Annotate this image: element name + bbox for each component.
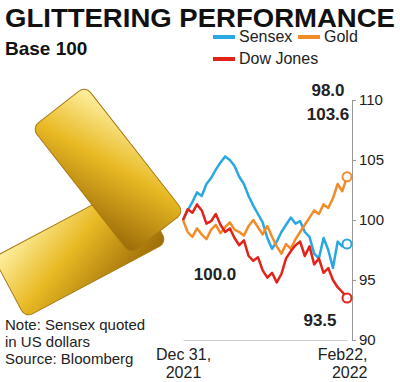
- legend-swatch: [213, 35, 235, 39]
- note: in US dollars: [5, 333, 90, 350]
- annotation: 103.6: [307, 105, 350, 124]
- legend-swatch: [298, 35, 320, 39]
- legend-label: Dow Jones: [239, 50, 318, 67]
- note: Note: Sensex quoted: [5, 316, 145, 333]
- gold-bar-illustration: [0, 86, 184, 318]
- y-tick: 110: [352, 91, 383, 108]
- y-tick-mark: [352, 220, 356, 221]
- annotation: 93.5: [303, 311, 336, 330]
- x-axis-line: [184, 340, 348, 341]
- x-tick: Feb22,2022: [318, 340, 368, 381]
- subtitle: Base 100: [5, 38, 87, 59]
- y-tick-label: 110: [359, 91, 383, 108]
- y-tick-mark: [352, 100, 356, 101]
- line-0: [183, 156, 347, 268]
- line-1: [183, 177, 347, 254]
- y-tick: 100: [352, 211, 384, 228]
- y-tick-mark: [352, 160, 356, 161]
- y-tick: 95: [352, 271, 376, 288]
- y-tick-label: 105: [359, 151, 384, 168]
- x-tick: Dec 31,2021: [156, 340, 211, 381]
- y-tick: 105: [352, 151, 384, 168]
- y-axis-line: [353, 101, 357, 341]
- y-tick-mark: [352, 340, 356, 341]
- legend-label: Sensex: [239, 28, 292, 45]
- legend-swatch: [213, 57, 235, 61]
- gold-bar: [32, 86, 184, 254]
- legend-label: Gold: [324, 28, 358, 45]
- annotation: 98.0: [311, 81, 344, 100]
- x-axis: Dec 31,2021 Feb22,2022: [156, 340, 368, 381]
- annotation: 100.0: [194, 265, 237, 284]
- source: Source: Bloomberg: [5, 350, 133, 367]
- y-tick-mark: [352, 280, 356, 281]
- y-tick-label: 95: [359, 271, 376, 288]
- y-axis: 9095100105110: [352, 91, 384, 348]
- x-tick-label: Feb22,2022: [318, 346, 368, 381]
- chart: GLITTERING PERFORMANCEBase 1009095100105…: [0, 0, 400, 382]
- y-tick-label: 100: [359, 211, 384, 228]
- legend: Sensex Gold Dow Jones: [213, 28, 358, 67]
- line-2: [183, 204, 347, 298]
- x-tick-label: Dec 31,2021: [156, 346, 211, 381]
- end-point: [343, 172, 352, 181]
- end-point: [343, 294, 352, 303]
- plot-area: [183, 156, 352, 302]
- end-point: [343, 240, 352, 249]
